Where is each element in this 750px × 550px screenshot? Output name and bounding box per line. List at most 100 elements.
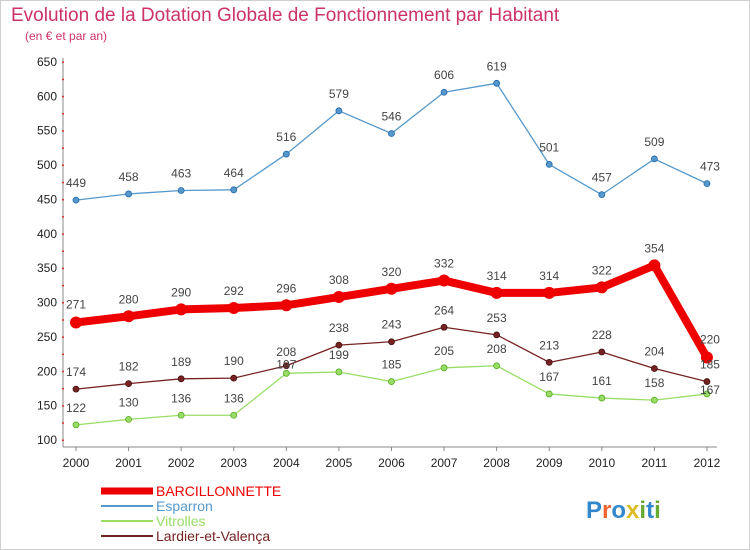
x-tick-label: 2011 — [641, 456, 667, 470]
data-label: 182 — [119, 360, 139, 374]
x-tick-label: 2004 — [273, 456, 300, 470]
chart-title: Evolution de la Dotation Globale de Fonc… — [11, 5, 560, 26]
y-tick-label: 550 — [37, 124, 57, 138]
data-point — [598, 394, 606, 402]
data-label: 205 — [434, 344, 454, 358]
data-label: 197 — [276, 357, 296, 371]
data-label: 158 — [644, 376, 664, 390]
data-label: 220 — [700, 333, 720, 347]
data-label: 458 — [119, 170, 139, 184]
y-minor-tick — [62, 370, 64, 373]
y-minor-tick — [62, 113, 64, 115]
x-tick-label: 2008 — [483, 456, 510, 470]
y-minor-tick — [62, 284, 64, 287]
y-tick-label: 100 — [37, 433, 57, 447]
data-point — [388, 130, 395, 137]
data-point — [648, 259, 661, 272]
y-minor-tick — [62, 422, 64, 424]
data-point — [125, 415, 132, 423]
data-label: 457 — [592, 171, 612, 185]
data-label: 271 — [66, 297, 86, 311]
data-point — [703, 390, 711, 398]
data-label: 290 — [171, 285, 191, 299]
data-label: 136 — [224, 391, 244, 405]
data-point — [440, 88, 448, 96]
legend-label-1: Esparron — [156, 498, 213, 514]
data-point — [175, 303, 188, 316]
data-point — [440, 364, 448, 372]
legend-label-3: Lardier-et-Valença — [156, 528, 270, 544]
data-point — [650, 396, 658, 404]
y-minor-tick — [62, 336, 64, 338]
y-minor-tick — [62, 319, 64, 321]
y-minor-tick — [62, 387, 64, 390]
y-minor-tick — [62, 405, 64, 407]
data-label: 501 — [539, 140, 559, 154]
x-tick-label: 2007 — [431, 456, 458, 470]
data-label: 264 — [434, 303, 454, 317]
data-label: 185 — [381, 358, 401, 372]
data-label: 464 — [224, 166, 244, 180]
data-point — [230, 411, 238, 419]
data-point — [177, 411, 185, 419]
data-label: 314 — [539, 269, 559, 283]
y-tick-label: 400 — [37, 227, 57, 241]
data-point — [545, 390, 553, 398]
data-point — [545, 161, 553, 168]
data-label: 253 — [487, 311, 507, 325]
data-point — [703, 180, 711, 188]
data-label: 320 — [381, 265, 401, 279]
data-point — [280, 299, 293, 312]
series-line-1 — [75, 82, 708, 201]
legend-label-0: BARCILLONNETTE — [156, 483, 281, 499]
data-label: 243 — [381, 318, 401, 332]
y-minor-tick — [62, 250, 64, 252]
y-minor-tick — [62, 216, 64, 218]
data-point — [335, 341, 343, 349]
data-label: 314 — [487, 269, 507, 283]
data-label: 189 — [171, 355, 191, 369]
x-tick-label: 2002 — [168, 456, 195, 470]
x-tick-label: 2006 — [378, 456, 405, 470]
data-label: 280 — [119, 292, 139, 306]
data-label: 292 — [224, 284, 244, 298]
data-point — [650, 365, 658, 372]
x-tick-label: 2001 — [115, 456, 142, 470]
data-label: 204 — [644, 345, 664, 359]
y-tick-label: 350 — [37, 261, 57, 275]
y-minor-tick — [62, 267, 64, 270]
data-point — [438, 274, 451, 287]
x-tick-label: 2003 — [220, 456, 247, 470]
y-minor-tick — [62, 302, 64, 304]
data-point — [650, 155, 658, 163]
y-minor-tick — [62, 61, 64, 63]
data-point — [493, 79, 501, 87]
data-point — [72, 421, 80, 429]
data-label: 208 — [276, 345, 296, 359]
x-tick-label: 2009 — [536, 456, 563, 470]
data-point — [700, 351, 713, 364]
data-point — [177, 187, 185, 194]
y-minor-tick — [62, 233, 64, 235]
y-minor-tick — [62, 353, 64, 356]
data-label: 185 — [700, 358, 720, 372]
data-label: 606 — [434, 68, 454, 82]
data-label: 167 — [539, 370, 559, 384]
data-label: 308 — [329, 273, 349, 287]
data-point — [493, 362, 501, 370]
y-minor-tick — [62, 130, 64, 132]
data-label: 174 — [66, 365, 86, 379]
data-point — [545, 358, 553, 366]
data-point — [230, 374, 238, 382]
x-tick-label: 2010 — [588, 456, 615, 470]
data-point — [282, 362, 290, 370]
data-point — [72, 385, 80, 393]
data-label: 354 — [644, 241, 664, 255]
y-tick-label: 650 — [37, 55, 57, 69]
data-label: 332 — [434, 257, 454, 271]
data-point — [282, 150, 290, 158]
data-label: 473 — [700, 160, 720, 174]
data-label: 296 — [276, 281, 296, 295]
y-minor-tick — [62, 147, 64, 149]
